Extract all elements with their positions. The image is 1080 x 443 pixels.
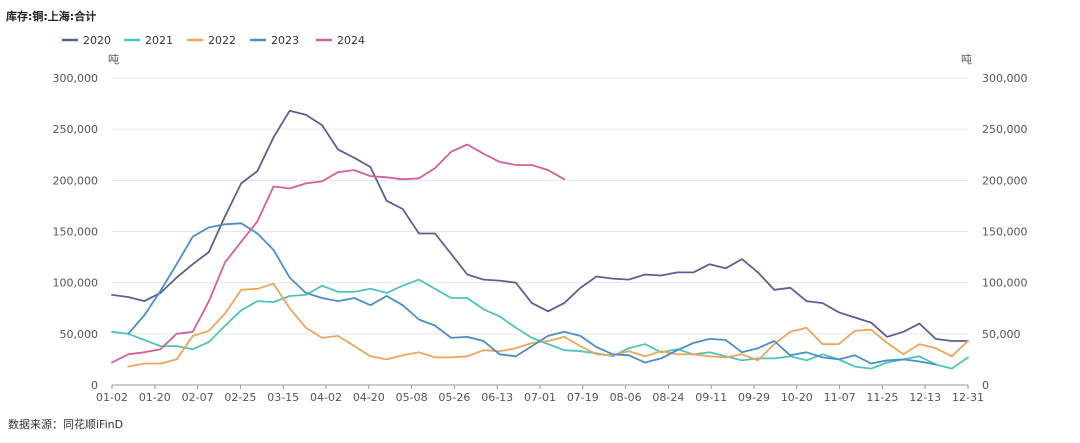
series-line-2020 (111, 109, 969, 342)
data-source: 数据来源：同花顺iFinD (8, 418, 124, 431)
series-line-2024 (111, 143, 566, 364)
y-unit-right: 吨 (961, 53, 972, 66)
legend-label-2021: 2021 (145, 34, 173, 47)
y-tick-label-right: 100,000 (982, 277, 1028, 290)
x-tick-label: 11-07 (824, 391, 856, 404)
x-tick-label: 05-26 (438, 391, 470, 404)
x-tick-label: 09-29 (738, 391, 770, 404)
legend-label-2023: 2023 (271, 34, 299, 47)
y-tick-label-right: 250,000 (982, 123, 1028, 136)
x-tick-label: 05-08 (396, 391, 428, 404)
legend-label-2022: 2022 (208, 34, 236, 47)
x-tick-label: 12-13 (909, 391, 941, 404)
y-tick-label-right: 200,000 (982, 174, 1028, 187)
y-tick-label-left: 300,000 (53, 72, 99, 85)
x-tick-label: 04-02 (310, 391, 342, 404)
series-line-2022 (127, 282, 969, 368)
x-tick-label: 10-20 (781, 391, 813, 404)
y-tick-label-left: 150,000 (53, 226, 99, 239)
x-tick-label: 07-19 (567, 391, 599, 404)
chart-title: 库存:铜:上海:合计 (6, 10, 97, 23)
y-tick-label-left: 50,000 (60, 328, 99, 341)
y-tick-label-left: 250,000 (53, 123, 99, 136)
series-line-2021 (111, 278, 969, 370)
series-line-2023 (127, 222, 937, 366)
y-tick-label-right: 50,000 (982, 328, 1021, 341)
x-tick-label: 04-20 (353, 391, 385, 404)
legend-label-2020: 2020 (83, 34, 111, 47)
x-tick-label: 11-25 (866, 391, 898, 404)
y-tick-label-left: 100,000 (53, 277, 99, 290)
x-tick-label: 01-02 (96, 391, 128, 404)
x-tick-label: 02-07 (182, 391, 214, 404)
y-tick-label-left: 0 (91, 379, 98, 392)
y-tick-label-right: 0 (982, 379, 989, 392)
x-tick-label: 09-11 (695, 391, 727, 404)
x-tick-label: 01-20 (139, 391, 171, 404)
legend-label-2024: 2024 (337, 34, 365, 47)
y-tick-label-right: 300,000 (982, 72, 1028, 85)
x-tick-label: 07-01 (524, 391, 556, 404)
y-unit-left: 吨 (108, 53, 119, 66)
x-tick-label: 06-13 (481, 391, 513, 404)
x-tick-label: 03-15 (267, 391, 299, 404)
x-tick-label: 08-06 (610, 391, 642, 404)
x-tick-label: 02-25 (224, 391, 256, 404)
y-tick-label-right: 150,000 (982, 226, 1028, 239)
y-tick-label-left: 200,000 (53, 174, 99, 187)
x-tick-label: 12-31 (952, 391, 984, 404)
x-tick-label: 08-24 (652, 391, 684, 404)
